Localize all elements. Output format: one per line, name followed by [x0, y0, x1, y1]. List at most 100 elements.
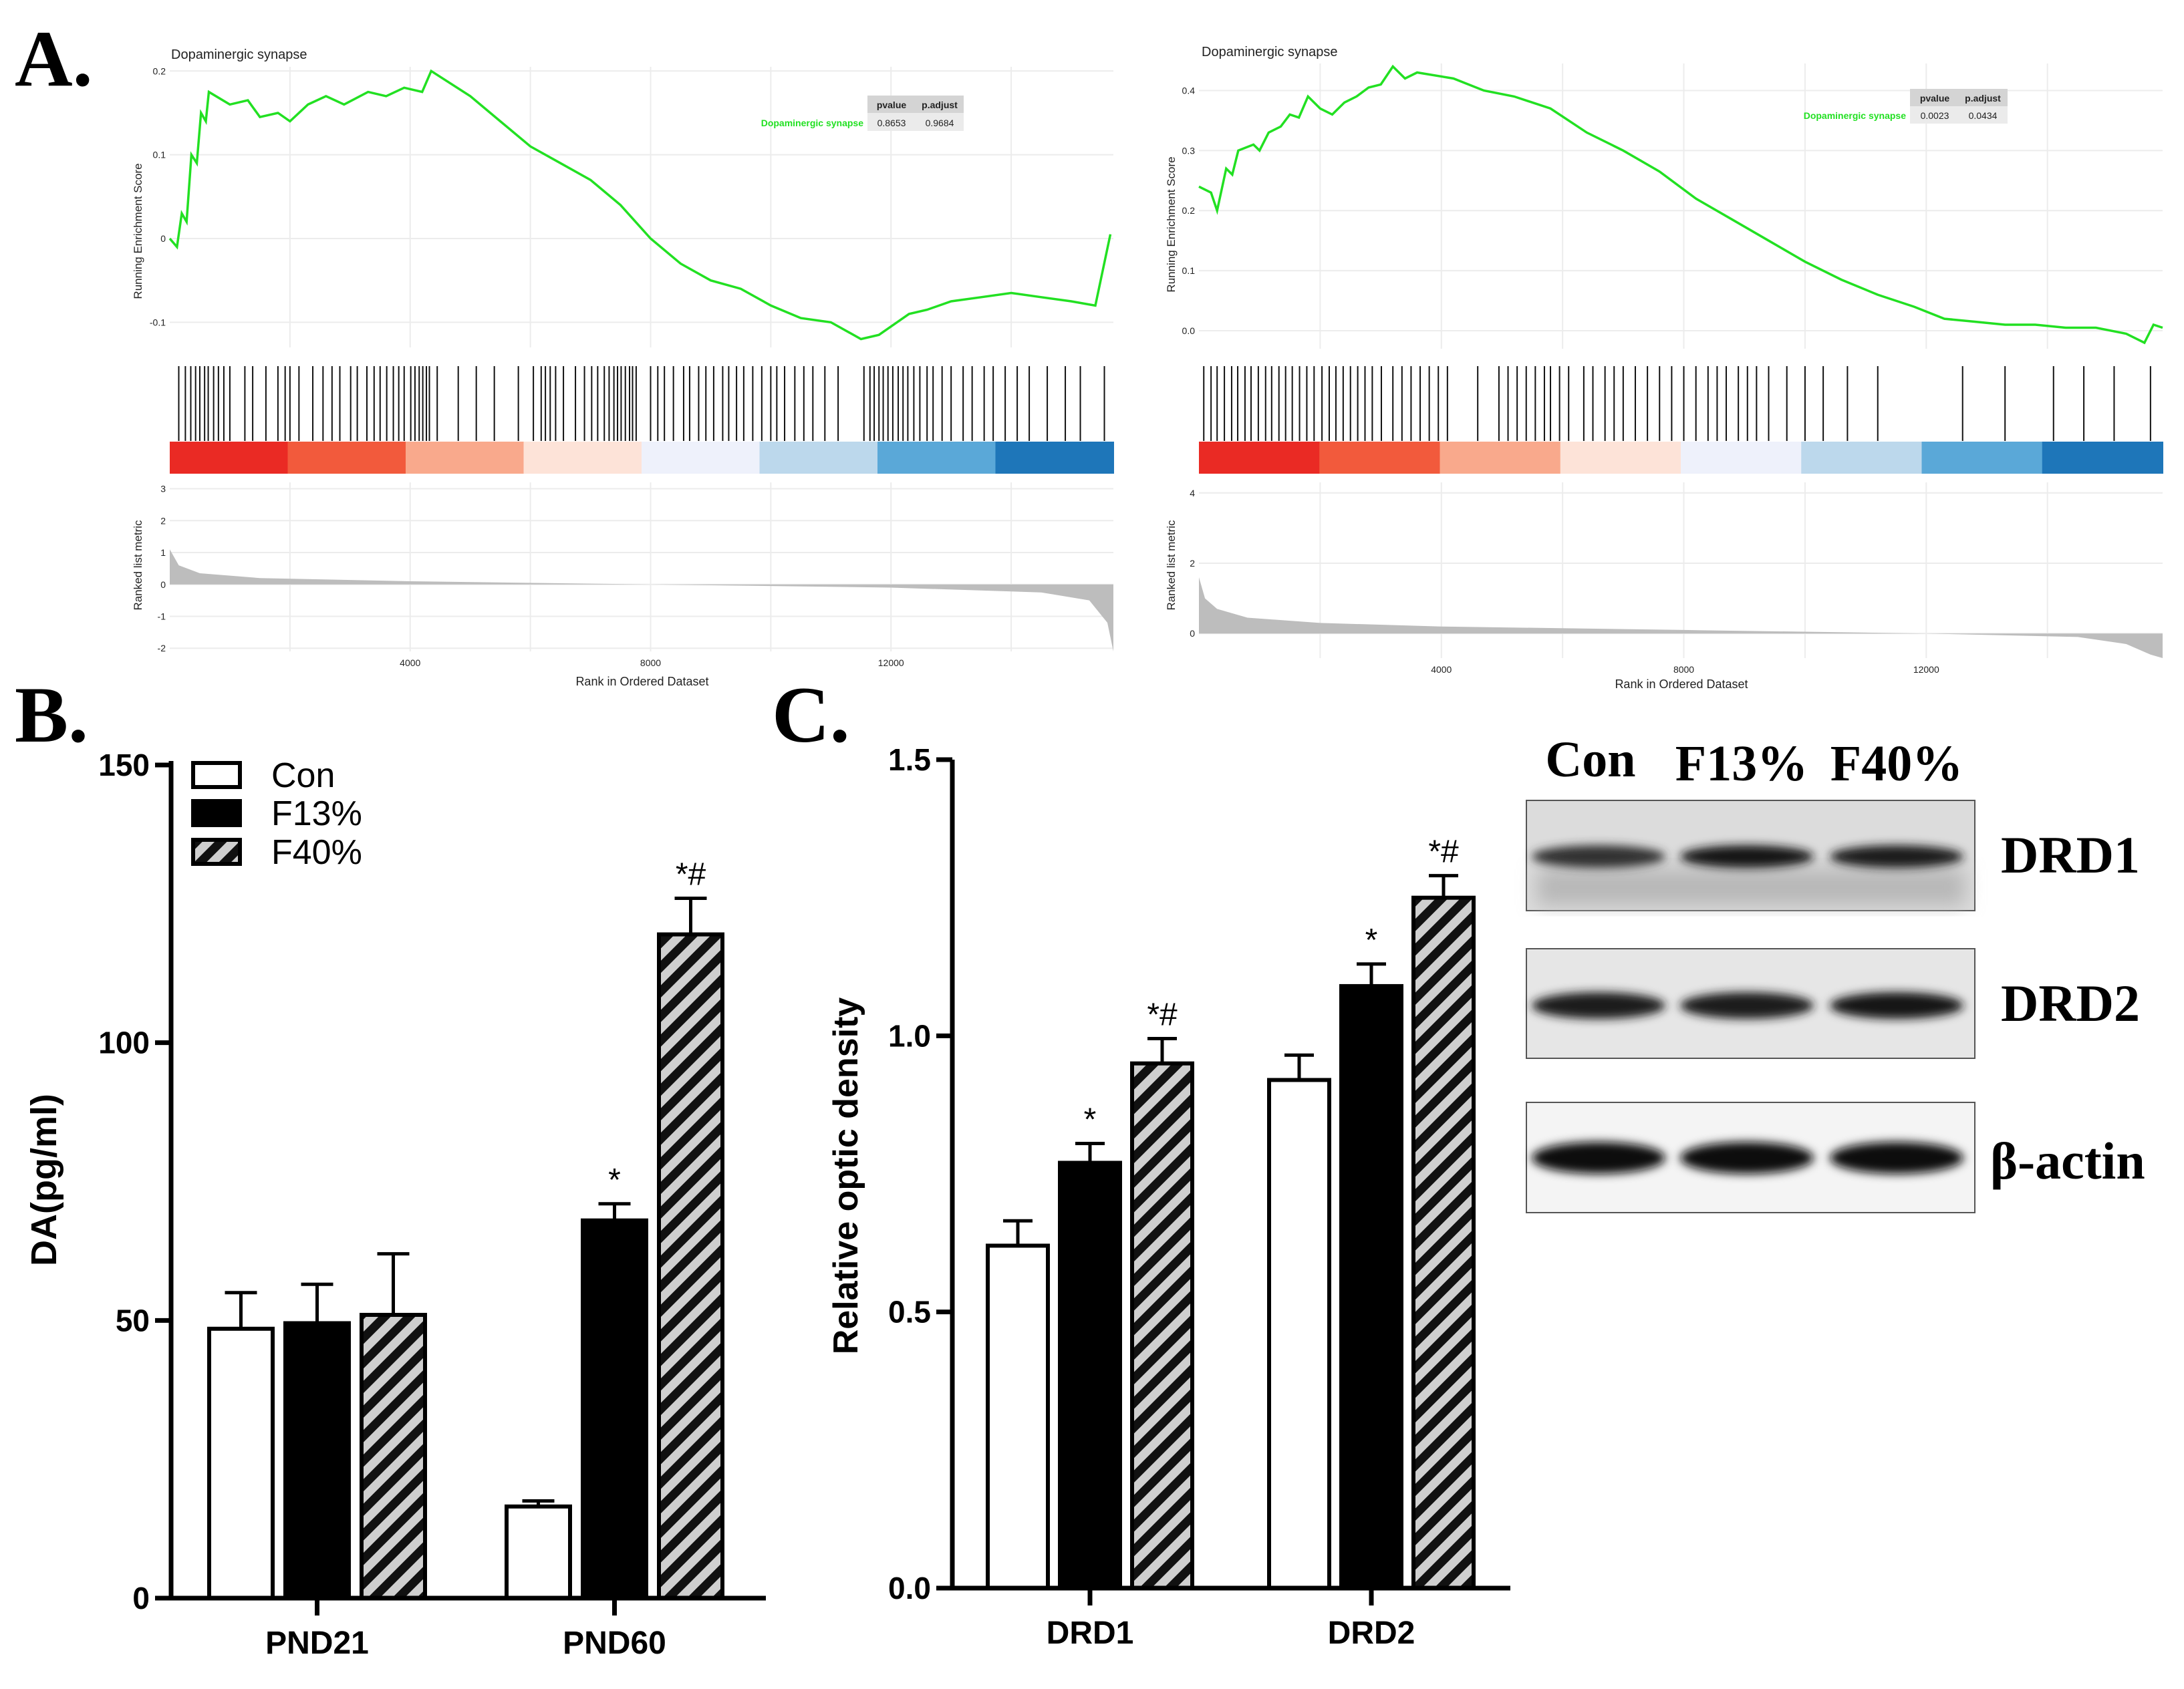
bar-con [505, 1504, 572, 1601]
es-y-tick-label: -0.1 [150, 317, 166, 327]
es-y-tick-label: 0.2 [153, 65, 166, 76]
y-tick-label: 150 [98, 748, 150, 782]
y-tick-label: 0.0 [888, 1571, 931, 1605]
metric-y-tick-label: 4 [1190, 488, 1195, 498]
blot-band [1830, 1142, 1963, 1174]
bar-chart-c-x-ticks: DRD1 DRD2 [1047, 1588, 1415, 1651]
gsea-right-y-ticks: 0.4 0.3 0.2 0.1 0.0 [1182, 85, 1196, 336]
gsea-right-metric-area [1199, 577, 2163, 658]
gsea-right: Dopaminergic synapse Running Enrichment … [1165, 45, 2163, 691]
bar-chart-c-axes [950, 760, 1510, 1591]
legend-label-f40: F40% [271, 833, 362, 872]
significance-mark: *# [1147, 997, 1178, 1032]
x-tick-label: 8000 [640, 657, 661, 668]
significance-mark: *# [1428, 834, 1459, 870]
gsea-right-grid [1199, 63, 2163, 658]
x-tick-label: PND60 [563, 1626, 666, 1661]
metric-y-tick-label: 1 [160, 547, 166, 558]
gsea-left-table-padjust: 0.9684 [926, 118, 954, 128]
legend-swatch-f40 [191, 838, 242, 866]
bar-chart-c-error-bars [1003, 874, 1458, 1246]
bar-f13 [581, 1218, 648, 1600]
gsea-right-gradient-bar [1199, 442, 2163, 474]
x-tick-label: 4000 [400, 657, 420, 668]
gsea-right-table-padjust: 0.0434 [1969, 110, 1998, 121]
gradient-segment [1199, 442, 1321, 474]
bar-f13 [1058, 1161, 1122, 1590]
gradient-segment [1440, 442, 1561, 474]
gsea-left: Dopaminergic synapse Running Enrichment … [132, 47, 1114, 688]
gsea-left-x-ticks: 4000 8000 12000 [400, 657, 904, 668]
es-y-tick-label: 0.1 [1182, 265, 1196, 276]
gsea-left-es-line [168, 69, 1112, 341]
bar-con [207, 1326, 275, 1600]
gsea-left-title: Dopaminergic synapse [171, 47, 307, 62]
bar-chart-b-annotations: * *# [608, 857, 706, 1198]
gsea-right-metric-ticks: 4 2 0 [1190, 488, 1195, 639]
blot-lane-label-con: Con [1545, 732, 1635, 788]
bar-chart-c-annotations: * *# * *# [1084, 834, 1459, 1138]
bar-f40 [657, 932, 724, 1600]
gsea-left-table-pvalue: 0.8653 [877, 118, 906, 128]
gsea-left-grid [170, 67, 1113, 651]
bar-con [1267, 1078, 1331, 1590]
bar-chart-b-error-bars [225, 897, 707, 1507]
gradient-segment [1921, 442, 2043, 474]
gsea-right-metric-ylabel: Ranked list metric [1165, 520, 1178, 611]
gsea-left-table-header-pvalue: pvalue [877, 100, 907, 110]
gsea-left-table-row-label: Dopaminergic synapse [761, 118, 863, 128]
bar-chart-b-legend: Con F13% F40% [191, 756, 362, 872]
gradient-segment [1801, 442, 1923, 474]
western-blot: Con F13% F40% DRD1 DRD2 β-actin [1526, 732, 2145, 1213]
gradient-segment [287, 442, 406, 474]
metric-y-tick-label: 3 [160, 484, 166, 494]
panel-a-letter: A. [15, 14, 93, 103]
gsea-left-metric-ylabel: Ranked list metric [132, 520, 144, 611]
blot-band [1532, 845, 1665, 868]
x-tick-label: 12000 [878, 657, 904, 668]
x-tick-label: 12000 [1913, 664, 1939, 675]
blot-band [1680, 992, 1814, 1019]
blot-row-label-beta-actin: β-actin [1990, 1132, 2145, 1190]
bar-chart-b-bars [207, 932, 724, 1601]
blot-band [1680, 1142, 1814, 1174]
bar-chart-c-y-ticks: 0.0 0.5 1.0 1.5 [888, 742, 952, 1605]
gradient-segment [406, 442, 525, 474]
bar-f13 [1339, 983, 1403, 1590]
gsea-right-hits [1203, 366, 2151, 441]
blot-band [1830, 845, 1963, 868]
blot-lane-label-f40: F40% [1830, 736, 1963, 792]
bar-chart-c-bars [986, 895, 1476, 1590]
gsea-right-ylabel: Running Enrichment Score [1165, 156, 1178, 292]
gsea-left-hits [178, 366, 1105, 441]
bar-chart-b-axes [168, 761, 766, 1601]
bar-chart-b-ylabel: DA(pg/ml) [24, 1094, 64, 1266]
x-tick-label: 8000 [1673, 664, 1694, 675]
bar-chart-c: 0.0 0.5 1.0 1.5 DRD1 DRD2 * *# * *# Relative op… [827, 742, 1510, 1651]
y-tick-label: 0.5 [888, 1295, 931, 1330]
y-tick-label: 1.0 [888, 1018, 931, 1053]
metric-y-tick-label: 2 [1190, 558, 1195, 569]
x-tick-label: 4000 [1431, 664, 1452, 675]
gsea-right-table-pvalue: 0.0023 [1921, 110, 1949, 121]
y-tick-label: 0 [132, 1581, 150, 1616]
gradient-segment [1681, 442, 1802, 474]
es-y-tick-label: 0.0 [1182, 325, 1196, 336]
legend-label-f13: F13% [271, 794, 362, 833]
metric-y-tick-label: 2 [160, 515, 166, 526]
metric-y-tick-label: 0 [160, 579, 166, 590]
blot-row-label-drd1: DRD1 [2001, 826, 2140, 884]
significance-mark: * [1365, 923, 1378, 958]
y-tick-label: 100 [98, 1026, 150, 1060]
bar-f13 [283, 1321, 351, 1600]
gsea-right-table-header-pvalue: pvalue [1920, 93, 1950, 104]
blot-lane-label-f13: F13% [1675, 736, 1808, 792]
x-tick-label: DRD1 [1047, 1616, 1134, 1651]
significance-mark: * [1084, 1102, 1097, 1138]
gsea-left-gradient-bar [170, 442, 1114, 474]
gradient-segment [877, 442, 996, 474]
x-tick-label: PND21 [265, 1626, 369, 1661]
gradient-segment [523, 442, 642, 474]
significance-mark: * [608, 1163, 621, 1198]
